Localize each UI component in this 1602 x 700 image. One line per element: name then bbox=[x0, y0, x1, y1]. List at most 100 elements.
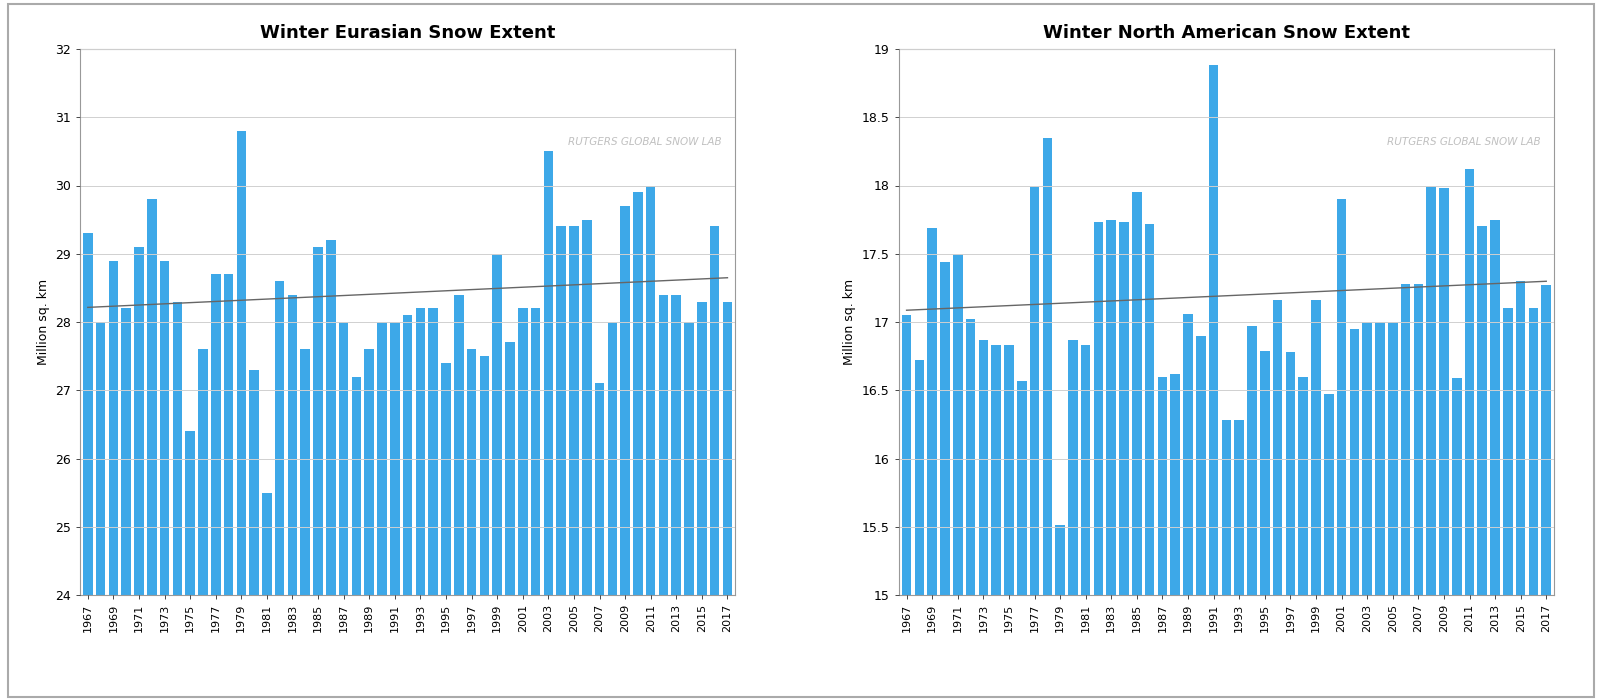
Bar bbox=[1210, 65, 1219, 595]
Bar bbox=[1043, 138, 1053, 595]
Bar bbox=[453, 295, 463, 595]
Title: Winter Eurasian Snow Extent: Winter Eurasian Snow Extent bbox=[260, 24, 556, 42]
Bar bbox=[122, 308, 131, 595]
Bar bbox=[147, 199, 157, 595]
Bar bbox=[979, 340, 988, 595]
Bar bbox=[1145, 224, 1155, 595]
Bar bbox=[1387, 322, 1397, 595]
Bar bbox=[237, 131, 247, 595]
Bar bbox=[301, 349, 311, 595]
Bar bbox=[288, 295, 298, 595]
Bar bbox=[697, 302, 706, 595]
Bar bbox=[556, 227, 566, 595]
Bar bbox=[582, 220, 591, 595]
Bar bbox=[1017, 381, 1027, 595]
Bar bbox=[364, 349, 373, 595]
Bar bbox=[1004, 345, 1014, 595]
Bar bbox=[1158, 377, 1168, 595]
Bar bbox=[1528, 308, 1538, 595]
Bar bbox=[658, 295, 668, 595]
Bar bbox=[135, 247, 144, 595]
Bar bbox=[1274, 300, 1282, 595]
Bar bbox=[1030, 187, 1040, 595]
Bar bbox=[263, 493, 272, 595]
Bar bbox=[327, 240, 336, 595]
Bar bbox=[953, 254, 963, 595]
Bar bbox=[620, 206, 630, 595]
Bar bbox=[1298, 377, 1307, 595]
Bar bbox=[479, 356, 489, 595]
Bar bbox=[1426, 187, 1435, 595]
Bar bbox=[594, 384, 604, 595]
Bar bbox=[1503, 308, 1512, 595]
Text: RUTGERS GLOBAL SNOW LAB: RUTGERS GLOBAL SNOW LAB bbox=[1387, 136, 1541, 147]
Bar bbox=[671, 295, 681, 595]
Bar bbox=[569, 227, 578, 595]
Bar bbox=[173, 302, 183, 595]
Bar bbox=[415, 308, 425, 595]
Title: Winter North American Snow Extent: Winter North American Snow Extent bbox=[1043, 24, 1410, 42]
Bar bbox=[1349, 329, 1358, 595]
Bar bbox=[723, 302, 732, 595]
Bar bbox=[276, 281, 285, 595]
Bar bbox=[1222, 420, 1232, 595]
Bar bbox=[1323, 394, 1333, 595]
Bar bbox=[1261, 351, 1270, 595]
Bar bbox=[1235, 420, 1245, 595]
Bar bbox=[1362, 322, 1371, 595]
Bar bbox=[1197, 336, 1206, 595]
Y-axis label: Million sq. km: Million sq. km bbox=[843, 279, 857, 365]
Bar bbox=[505, 342, 514, 595]
Bar bbox=[1094, 223, 1104, 595]
Bar bbox=[376, 322, 386, 595]
Bar bbox=[340, 322, 349, 595]
Bar bbox=[1171, 374, 1181, 595]
Y-axis label: Million sq. km: Million sq. km bbox=[37, 279, 50, 365]
Bar bbox=[160, 260, 170, 595]
Bar bbox=[389, 322, 399, 595]
Bar bbox=[211, 274, 221, 595]
Bar bbox=[428, 308, 437, 595]
Bar bbox=[199, 349, 208, 595]
Bar bbox=[1413, 284, 1423, 595]
Bar bbox=[1069, 340, 1078, 595]
Bar bbox=[441, 363, 450, 595]
Bar bbox=[966, 319, 976, 595]
Bar bbox=[1400, 284, 1410, 595]
Bar bbox=[1477, 227, 1487, 595]
Bar bbox=[992, 345, 1001, 595]
Bar bbox=[1451, 378, 1461, 595]
Bar bbox=[684, 322, 694, 595]
Bar bbox=[1490, 220, 1499, 595]
Bar bbox=[402, 315, 412, 595]
Bar bbox=[1248, 326, 1258, 595]
Bar bbox=[646, 186, 655, 595]
Bar bbox=[1133, 193, 1142, 595]
Bar bbox=[1285, 352, 1294, 595]
Bar bbox=[466, 349, 476, 595]
Bar bbox=[543, 151, 553, 595]
Bar bbox=[928, 228, 937, 595]
Bar bbox=[1464, 169, 1474, 595]
Bar bbox=[250, 370, 260, 595]
Bar bbox=[1439, 188, 1448, 595]
Bar bbox=[517, 308, 527, 595]
Bar bbox=[1081, 345, 1091, 595]
Bar bbox=[710, 227, 719, 595]
Bar bbox=[1336, 199, 1346, 595]
Bar bbox=[186, 431, 195, 595]
Bar bbox=[1184, 314, 1193, 595]
Bar bbox=[492, 254, 501, 595]
Bar bbox=[1375, 322, 1384, 595]
Bar bbox=[352, 377, 360, 595]
Bar bbox=[607, 322, 617, 595]
Bar bbox=[530, 308, 540, 595]
Bar bbox=[1515, 281, 1525, 595]
Bar bbox=[1107, 220, 1117, 595]
Bar bbox=[96, 322, 106, 595]
Bar bbox=[83, 233, 93, 595]
Bar bbox=[1056, 526, 1065, 595]
Bar bbox=[915, 360, 924, 595]
Bar bbox=[902, 315, 912, 595]
Bar bbox=[940, 262, 950, 595]
